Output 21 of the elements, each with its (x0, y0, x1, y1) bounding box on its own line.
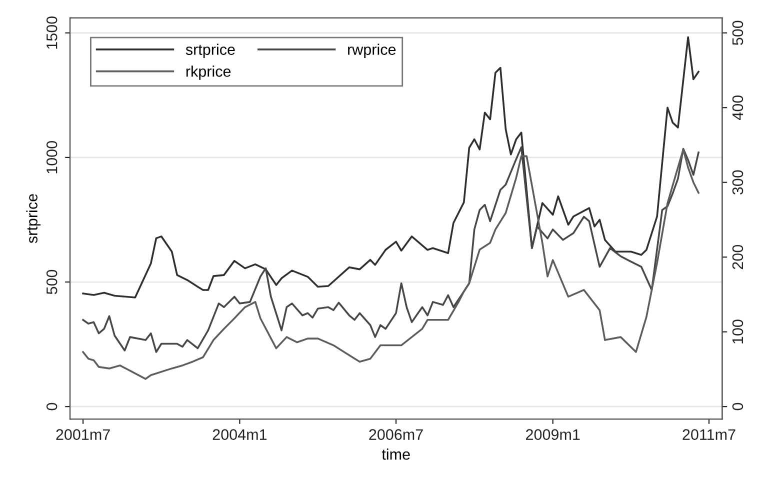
x-tick-label: 2011m7 (682, 429, 736, 440)
y-tick-label: 0 (46, 402, 58, 410)
x-tick-label: 2001m7 (56, 429, 110, 440)
y-axis-title: srtprice (26, 194, 40, 244)
y-tick-label: 1000 (46, 141, 58, 174)
y2-tick-label: 100 (732, 320, 744, 344)
y-tick-label: 1500 (46, 16, 58, 49)
y2-tick-label: 200 (732, 244, 744, 270)
x-tick-label: 2009m1 (526, 429, 580, 440)
legend-label: rwprice (348, 44, 396, 58)
x-tick-label: 2004m1 (212, 429, 267, 440)
y2-tick-label: 400 (732, 95, 744, 120)
legend-label: rkprice (186, 66, 231, 80)
y2-tick-label: 300 (732, 170, 744, 195)
y-tick-label: 500 (46, 270, 58, 294)
y2-tick-label: 500 (732, 20, 744, 46)
x-axis-title: time (382, 448, 410, 460)
x-tick-label: 2006m7 (369, 429, 423, 440)
line-series (82, 36, 700, 298)
legend-label: srtprice (186, 44, 235, 58)
y2-tick-label: 0 (732, 402, 744, 410)
